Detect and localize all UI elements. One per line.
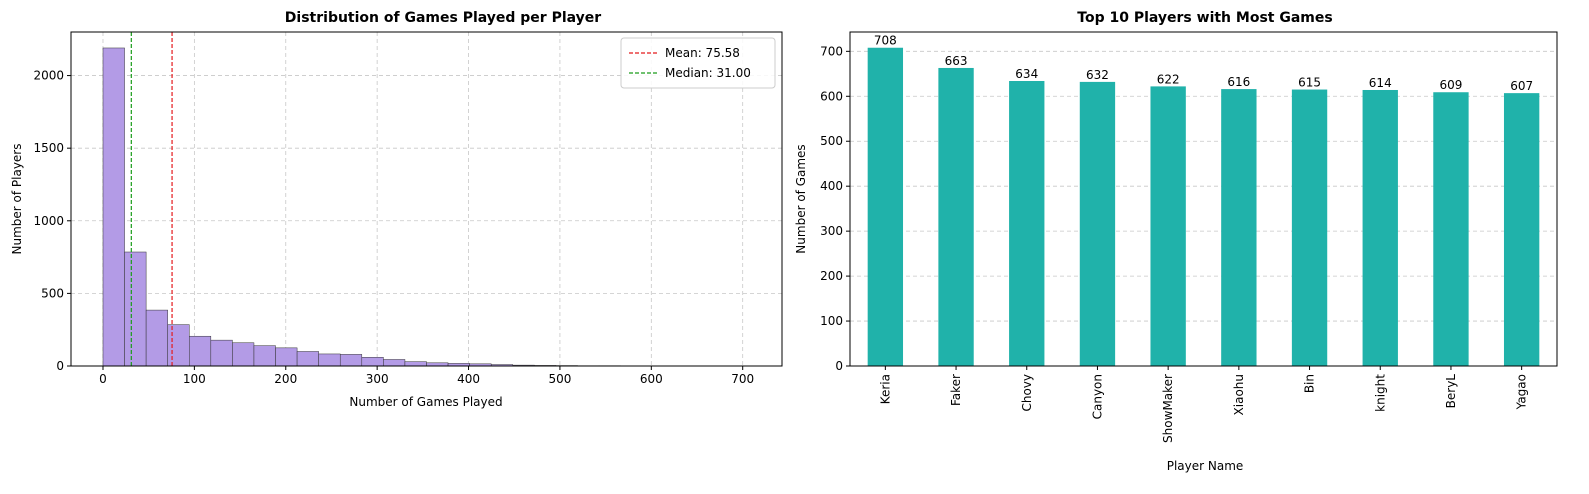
y-tick-label: 400: [820, 179, 843, 193]
y-tick-label: 100: [820, 314, 843, 328]
x-tick-label: 500: [548, 372, 571, 386]
histogram-bar: [340, 354, 362, 366]
histogram-y-ticks: 0 500 1000 1500 2000: [33, 69, 71, 373]
histogram-bar: [146, 310, 168, 366]
bar-value-label: 609: [1439, 78, 1462, 92]
top-players-x-ticks: Keria Faker Chovy Canyon ShowMaker Xiaohu Bin k…: [878, 366, 1528, 443]
histogram-title: Distribution of Games Played per Player: [285, 10, 601, 26]
histogram-y-label: Number of Players: [10, 144, 24, 255]
player-name-label: BeryL: [1444, 374, 1458, 409]
y-tick-label: 200: [820, 269, 843, 283]
player-name-label: Chovy: [1020, 374, 1034, 412]
bar-value-label: 632: [1086, 68, 1109, 82]
histogram-legend: Mean: 75.58 Median: 31.00: [621, 38, 775, 88]
player-bar: [1009, 81, 1044, 366]
y-tick-label: 0: [56, 359, 64, 373]
y-tick-label: 500: [41, 286, 64, 300]
bar-value-label: 615: [1298, 76, 1321, 90]
player-name-label: Yagao: [1515, 374, 1529, 410]
x-tick-label: 400: [457, 372, 480, 386]
histogram-bar: [362, 357, 384, 366]
top-players-title: Top 10 Players with Most Games: [1077, 10, 1332, 26]
y-tick-label: 1500: [33, 141, 64, 155]
histogram-bar: [297, 351, 319, 366]
bar-value-label: 708: [874, 34, 897, 48]
y-tick-label: 300: [820, 224, 843, 238]
x-tick-label: 0: [99, 372, 107, 386]
histogram-bar: [232, 343, 254, 366]
x-tick-label: 700: [731, 372, 754, 386]
histogram-x-ticks: 0 100 200 300 400 500 600 700: [99, 366, 754, 386]
histogram-bar: [168, 325, 190, 366]
top-players-y-ticks: 0 100 200 300 400 500 600 700: [820, 44, 850, 373]
bar-value-label: 663: [945, 54, 968, 68]
x-tick-label: 100: [183, 372, 206, 386]
top-players-chart: Top 10 Players with Most Games Keria Fake…: [794, 10, 1557, 473]
player-name-label: Xiaohu: [1232, 374, 1246, 415]
histogram-bar: [319, 354, 341, 366]
player-name-label: Faker: [949, 374, 963, 406]
histogram-x-label: Number of Games Played: [349, 395, 502, 409]
histogram-bars: [103, 48, 685, 366]
x-tick-label: 200: [274, 372, 297, 386]
bar-value-label: 614: [1369, 76, 1392, 90]
player-bar: [1504, 93, 1539, 366]
y-tick-label: 1000: [33, 214, 64, 228]
player-bar: [1433, 92, 1468, 366]
y-tick-label: 500: [820, 134, 843, 148]
y-tick-label: 2000: [33, 69, 64, 83]
histogram-bar: [125, 252, 147, 366]
histogram-bar: [211, 340, 233, 366]
x-tick-label: 300: [366, 372, 389, 386]
histogram-bar: [254, 346, 276, 366]
histogram-bar: [276, 348, 298, 366]
histogram-chart: Distribution of Games Played per Player …: [10, 10, 782, 409]
y-tick-label: 0: [835, 359, 843, 373]
histogram-bar: [383, 359, 405, 366]
player-bar: [1221, 89, 1256, 366]
legend-label: Mean: 75.58: [665, 46, 740, 60]
top-players-x-label: Player Name: [1167, 459, 1244, 473]
histogram-bar: [103, 48, 125, 366]
histogram-bar: [405, 362, 427, 366]
player-bar: [1080, 82, 1115, 366]
top-players-y-label: Number of Games: [794, 144, 808, 253]
player-bar: [1150, 86, 1185, 366]
top-players-bars: [868, 48, 1540, 366]
player-name-label: Canyon: [1090, 374, 1104, 419]
histogram-bar: [189, 336, 211, 366]
player-bar: [868, 48, 903, 366]
player-bar: [1363, 90, 1398, 366]
legend-label: Median: 31.00: [665, 66, 751, 80]
player-name-label: Keria: [878, 374, 892, 404]
bar-value-label: 622: [1157, 72, 1180, 86]
player-bar: [938, 68, 973, 366]
player-name-label: Bin: [1303, 374, 1317, 393]
player-bar: [1292, 90, 1327, 366]
y-tick-label: 700: [820, 44, 843, 58]
player-name-label: ShowMaker: [1161, 374, 1175, 443]
y-tick-label: 600: [820, 89, 843, 103]
player-name-label: knight: [1373, 374, 1387, 412]
bar-value-label: 634: [1015, 67, 1038, 81]
bar-value-label: 607: [1510, 79, 1533, 93]
bar-value-label: 616: [1227, 75, 1250, 89]
x-tick-label: 600: [640, 372, 663, 386]
